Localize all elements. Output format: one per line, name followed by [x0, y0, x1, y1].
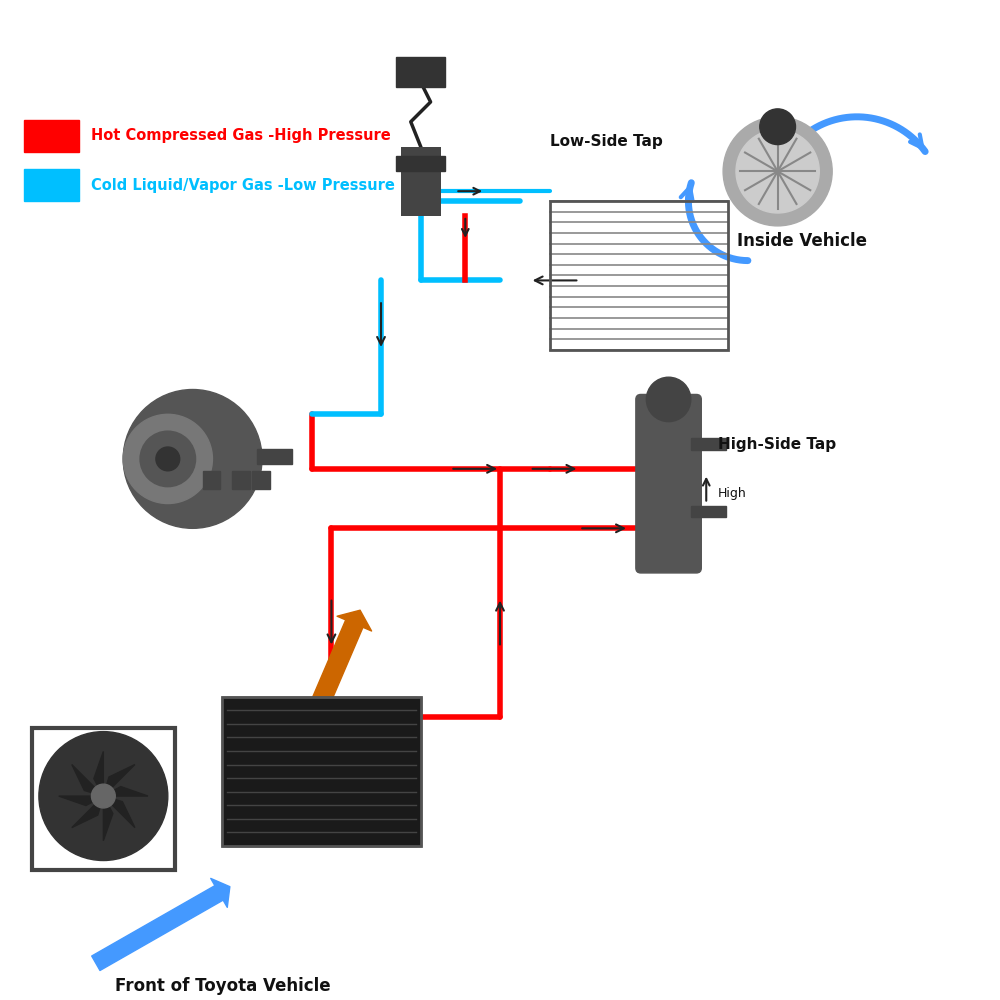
Text: Hot Compressed Gas -High Pressure: Hot Compressed Gas -High Pressure	[91, 128, 391, 143]
Polygon shape	[72, 765, 103, 796]
Polygon shape	[103, 796, 113, 841]
Bar	[550, 201, 728, 350]
Polygon shape	[103, 787, 148, 796]
Text: Inside Vehicle: Inside Vehicle	[737, 232, 867, 250]
Circle shape	[723, 117, 832, 226]
Text: Front of Toyota Vehicle: Front of Toyota Vehicle	[115, 977, 330, 995]
FancyBboxPatch shape	[636, 394, 701, 573]
Circle shape	[123, 414, 212, 504]
Text: High-Side Tap: High-Side Tap	[718, 437, 836, 452]
Text: High: High	[718, 487, 747, 500]
Circle shape	[646, 377, 691, 422]
Bar	[691, 506, 726, 517]
Polygon shape	[94, 751, 103, 796]
Bar	[222, 697, 421, 846]
Bar	[691, 438, 726, 450]
Circle shape	[140, 431, 196, 487]
Text: Low-Side Tap: Low-Side Tap	[550, 134, 662, 149]
Polygon shape	[59, 796, 103, 806]
Polygon shape	[103, 765, 135, 796]
Bar	[232, 471, 250, 489]
Bar	[401, 147, 441, 216]
Bar	[222, 697, 421, 846]
Bar	[24, 120, 79, 152]
Bar	[24, 169, 79, 201]
Polygon shape	[72, 796, 103, 828]
Bar	[252, 471, 270, 489]
Circle shape	[123, 390, 262, 528]
Bar	[257, 449, 292, 464]
Circle shape	[39, 732, 168, 861]
Bar	[396, 156, 445, 171]
Circle shape	[156, 447, 180, 471]
Bar	[203, 471, 220, 489]
Text: Cold Liquid/Vapor Gas -Low Pressure: Cold Liquid/Vapor Gas -Low Pressure	[91, 178, 395, 193]
Circle shape	[736, 130, 819, 213]
Polygon shape	[103, 796, 135, 828]
Bar	[396, 57, 445, 87]
Circle shape	[91, 784, 115, 808]
Circle shape	[760, 109, 795, 145]
Bar	[32, 728, 175, 870]
